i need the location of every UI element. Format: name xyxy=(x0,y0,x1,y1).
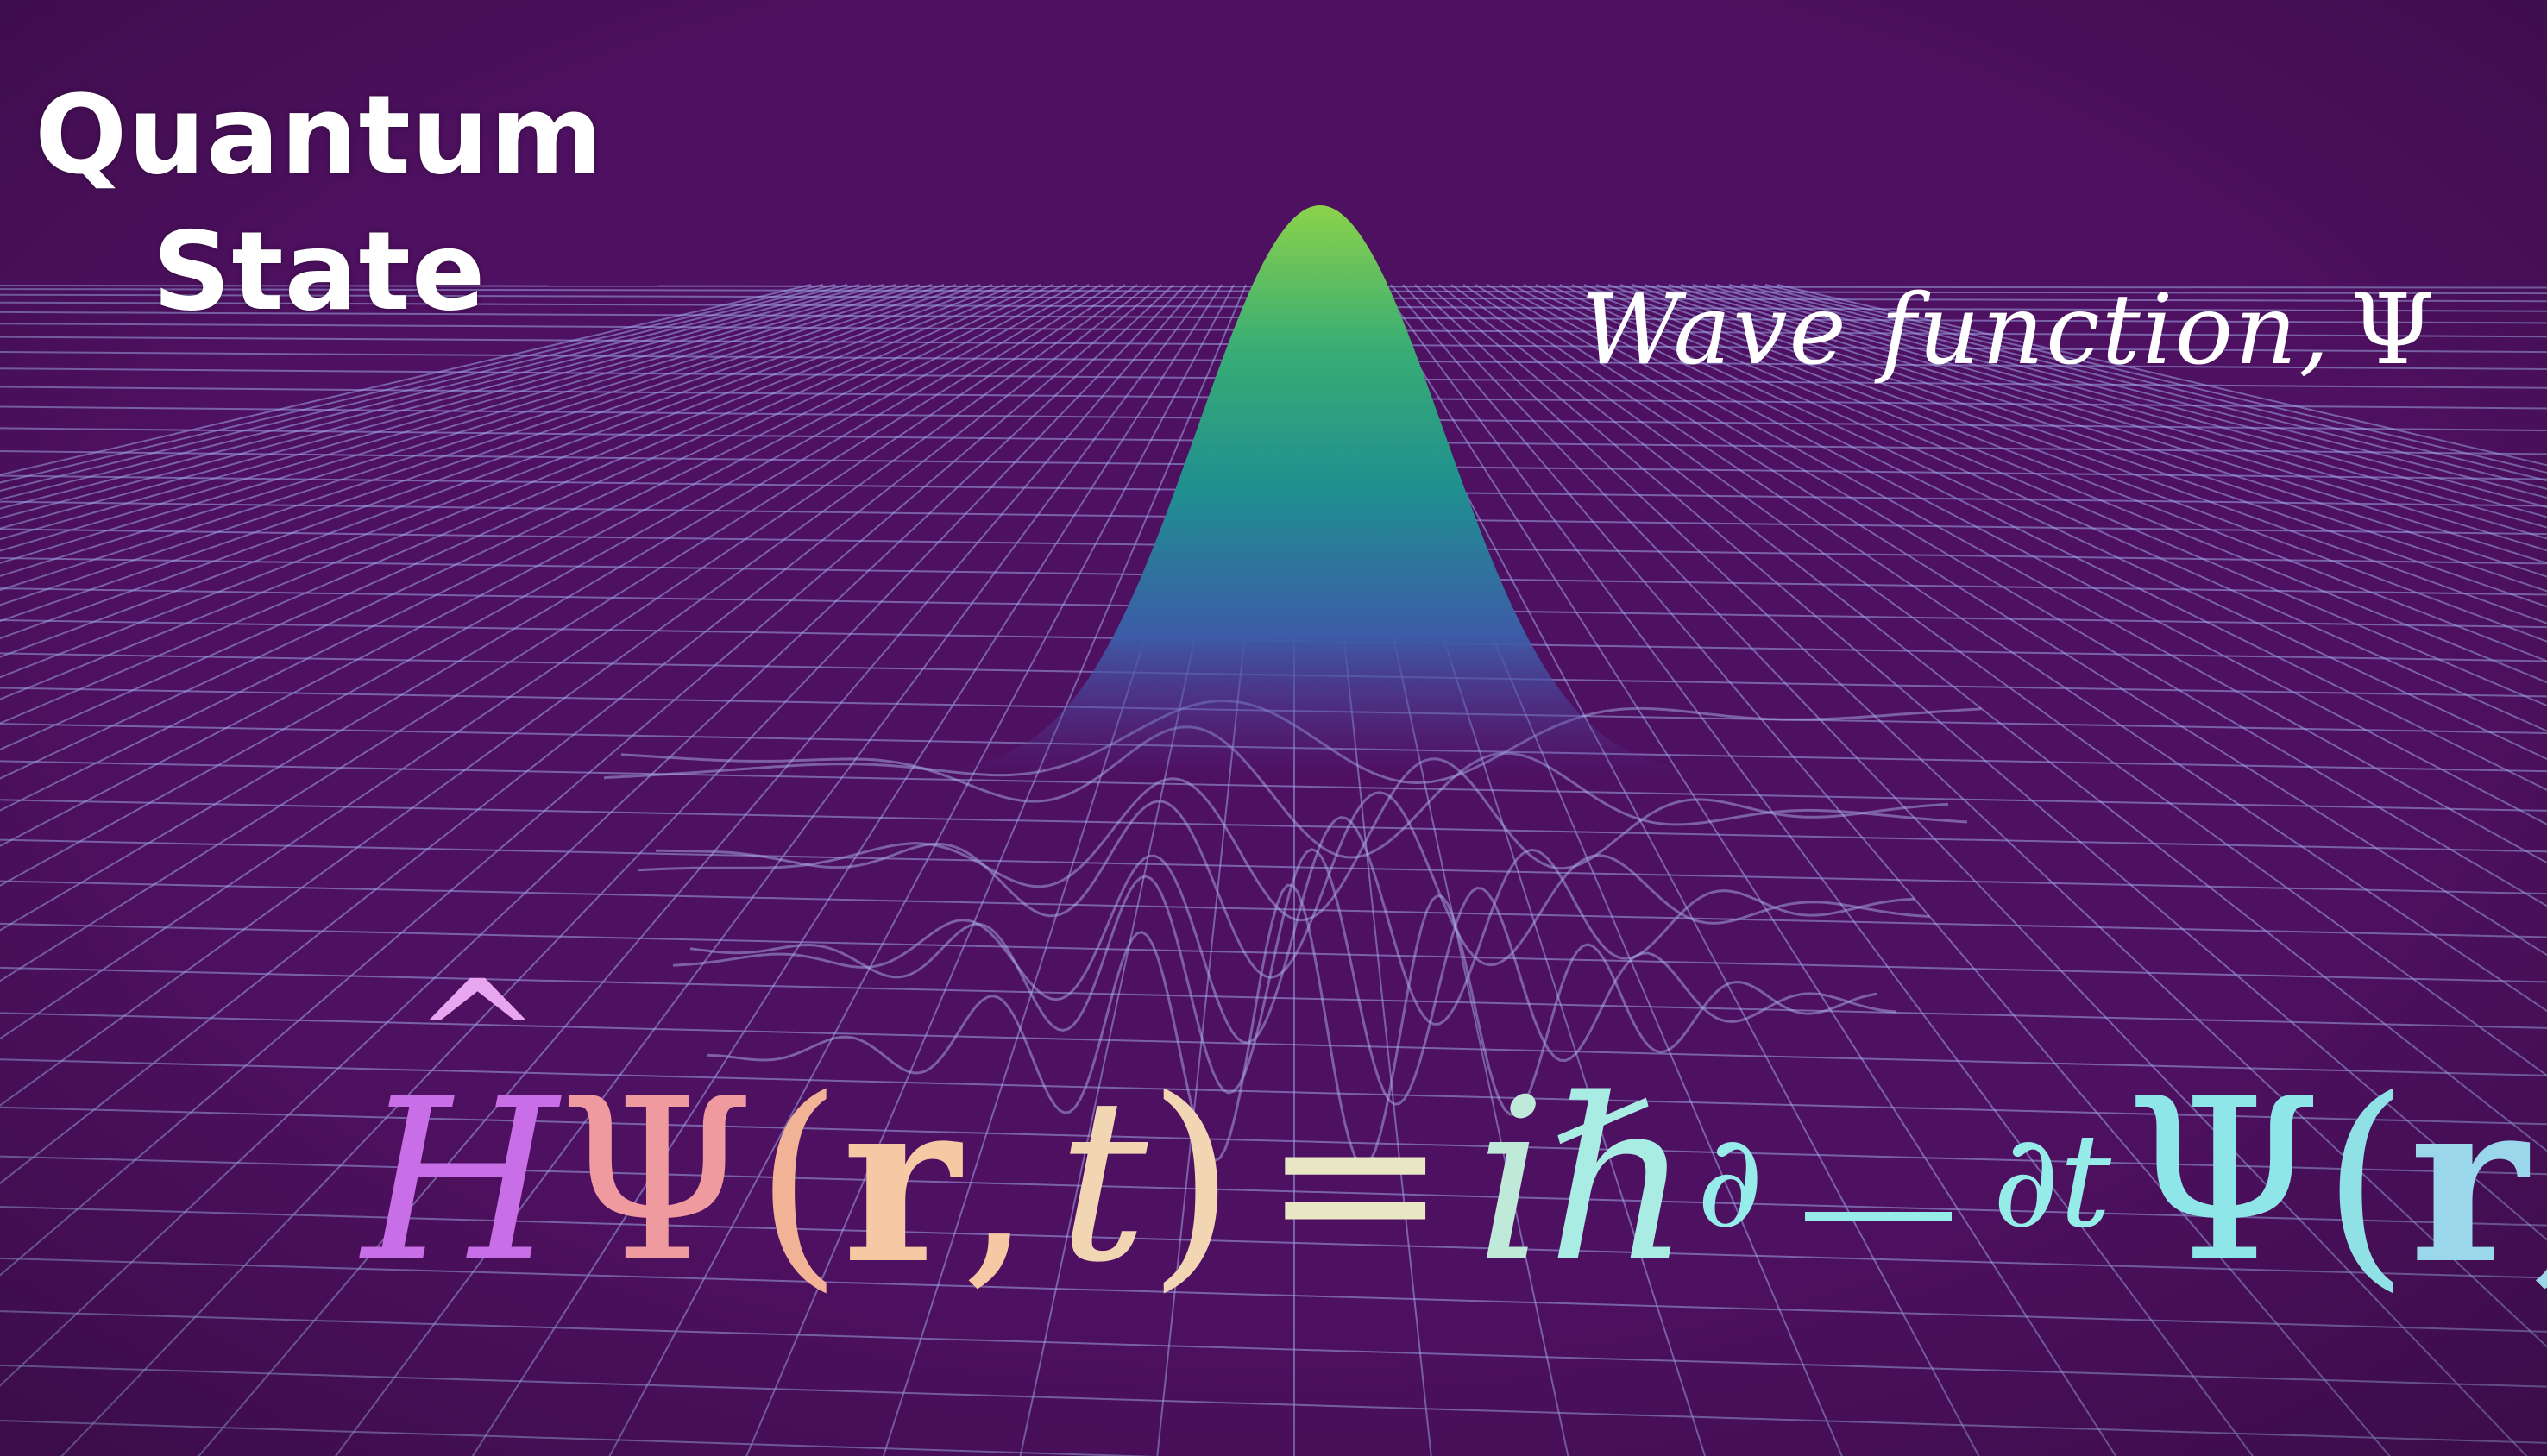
title: Quantum State xyxy=(35,67,604,340)
eq-r-left: r xyxy=(842,1050,961,1314)
eq-partial-fraction: ∂ ∂t xyxy=(1696,1107,2111,1257)
title-line-1: Quantum xyxy=(35,72,604,198)
schrodinger-equation: H Ψ ( r , t ) = i ℏ ∂ ∂t Ψ ( r , t ) xyxy=(362,948,2547,1337)
eq-open-paren-right: ( xyxy=(2322,1051,2410,1312)
eq-comma-right: , xyxy=(2527,1051,2547,1312)
eq-imaginary-i: i xyxy=(1475,1051,1547,1312)
eq-r-right: r xyxy=(2409,1050,2528,1314)
hamiltonian-operator: H xyxy=(362,948,558,1312)
eq-psi-right: Ψ xyxy=(2125,1051,2323,1312)
wavefunction-label: Wave function, Ψ xyxy=(1581,274,2437,386)
eq-psi-left: Ψ xyxy=(557,1051,755,1312)
eq-partial-denominator: ∂t xyxy=(1992,1107,2112,1257)
eq-comma-left: , xyxy=(960,1051,1032,1312)
eq-t-left: t xyxy=(1057,1051,1148,1312)
psi-symbol: Ψ xyxy=(2349,274,2437,386)
eq-equals: = xyxy=(1261,1051,1450,1312)
eq-partial-numerator: ∂ xyxy=(1696,1107,1764,1257)
eq-close-paren-left: ) xyxy=(1148,1051,1236,1312)
wavefunction-text: Wave function, xyxy=(1581,274,2331,386)
eq-hbar: ℏ xyxy=(1546,1051,1692,1312)
eq-fraction-bar xyxy=(1804,1212,1952,1221)
eq-open-paren-left: ( xyxy=(754,1051,843,1312)
title-line-2: State xyxy=(152,208,487,335)
